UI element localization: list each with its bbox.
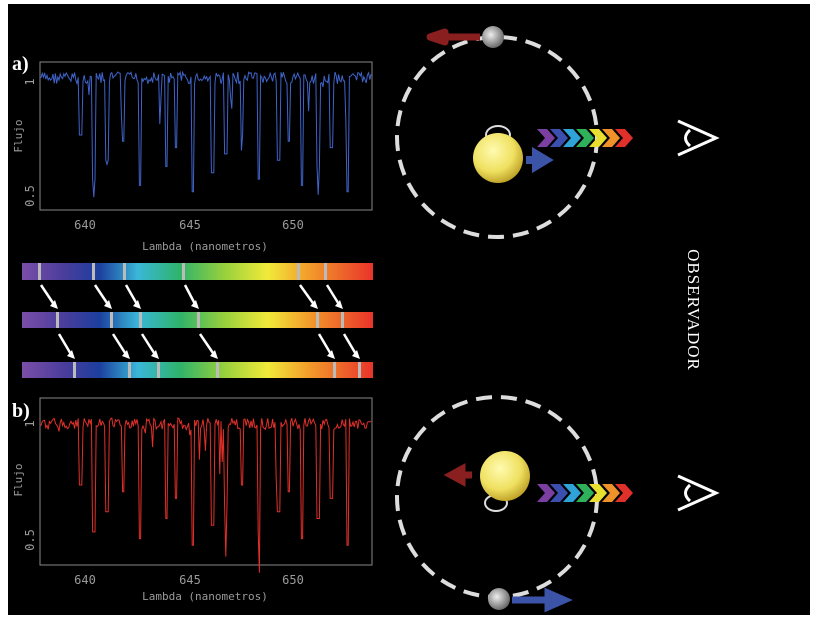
y-tick-label: 0.5 (23, 185, 37, 207)
absorption-line (110, 312, 113, 328)
absorption-line (341, 312, 344, 328)
diagram: a) b) 640 645 650 Lambda (nanometros) 1 … (0, 0, 818, 619)
absorption-line (123, 263, 126, 280)
x-tick-label: 640 (74, 573, 96, 587)
absorption-line (157, 362, 160, 378)
x-axis-label: Lambda (nanometros) (142, 590, 268, 603)
star (480, 451, 530, 501)
y-tick-label: 0.5 (23, 529, 37, 551)
absorption-line (56, 312, 59, 328)
x-tick-label: 650 (282, 573, 304, 587)
panel-label: b) (12, 400, 30, 422)
absorption-line (73, 362, 76, 378)
planet (482, 26, 504, 48)
absorption-line (128, 362, 131, 378)
absorption-line (216, 362, 219, 378)
absorption-line (38, 263, 41, 280)
planet (488, 588, 510, 610)
spectrum-strip (22, 263, 373, 280)
absorption-line (297, 263, 300, 280)
observer-label: OBSERVADOR (684, 249, 703, 371)
x-tick-label: 650 (282, 218, 304, 232)
x-axis-label: Lambda (nanometros) (142, 240, 268, 253)
absorption-line (316, 312, 319, 328)
absorption-line (139, 312, 142, 328)
panel-label: a) (12, 53, 29, 75)
y-tick-label: 1 (23, 420, 37, 427)
absorption-line (92, 263, 95, 280)
velocity-arrow (430, 32, 480, 42)
x-tick-label: 645 (179, 218, 201, 232)
absorption-line (324, 263, 327, 280)
absorption-line (182, 263, 185, 280)
y-axis-label: Flujo (12, 463, 25, 496)
y-tick-label: 1 (23, 78, 37, 85)
absorption-line (358, 362, 361, 378)
absorption-line (197, 312, 200, 328)
x-tick-label: 640 (74, 218, 96, 232)
y-axis-label: Flujo (12, 119, 25, 152)
star (473, 133, 523, 183)
x-tick-label: 645 (179, 573, 201, 587)
absorption-line (333, 362, 336, 378)
